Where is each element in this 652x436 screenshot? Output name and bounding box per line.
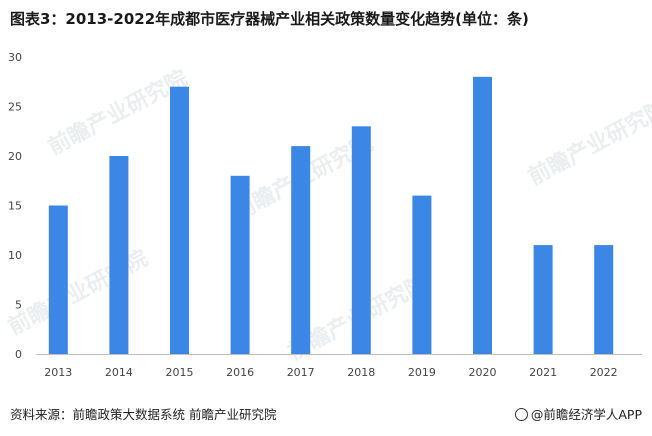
x-tick-label: 2013 xyxy=(44,366,72,379)
bar-2016 xyxy=(230,175,250,354)
y-tick-label: 0 xyxy=(15,348,22,361)
x-tick-label: 2014 xyxy=(105,366,133,379)
y-tick-label: 30 xyxy=(8,51,22,64)
bar-2021 xyxy=(533,245,553,354)
footer: 资料来源：前瞻政策大数据系统 前瞻产业研究院 @前瞻经济学人APP xyxy=(10,404,642,424)
bar-2014 xyxy=(109,156,129,354)
bar-chart: 0 5 10 15 20 25 30 2013 2014 2015 2016 2017 2018 2019… xyxy=(8,51,642,379)
bar-2020 xyxy=(473,76,492,355)
y-tick-label: 10 xyxy=(8,249,22,262)
y-tick-label: 15 xyxy=(8,200,22,213)
brand-label: @前瞻经济学人APP xyxy=(530,407,642,422)
x-tick-label: 2015 xyxy=(166,366,194,379)
x-tick-label: 2018 xyxy=(347,366,375,379)
bar-2017 xyxy=(291,146,311,354)
x-tick-label: 2022 xyxy=(590,366,618,379)
bar-2015 xyxy=(170,86,189,354)
brand-credit: @前瞻经济学人APP xyxy=(514,404,642,423)
y-tick-label: 5 xyxy=(15,299,22,312)
y-tick-label: 25 xyxy=(8,101,22,114)
source-note: 资料来源：前瞻政策大数据系统 前瞻产业研究院 xyxy=(10,407,277,422)
x-tick-label: 2019 xyxy=(408,366,436,379)
brand-logo-icon xyxy=(514,408,528,421)
x-tick-label: 2017 xyxy=(287,366,315,379)
chart-title: 图表3：2013-2022年成都市医疗器械产业相关政策数量变化趋势(单位：条) xyxy=(10,10,529,28)
x-tick-label: 2020 xyxy=(469,366,497,379)
bar-2022 xyxy=(594,245,614,354)
bar-2013 xyxy=(48,205,68,354)
x-tick-label: 2016 xyxy=(226,366,254,379)
x-tick-label: 2021 xyxy=(529,366,557,379)
y-tick-label: 20 xyxy=(8,150,22,163)
bar-2019 xyxy=(412,195,432,354)
bar-2018 xyxy=(351,126,371,354)
